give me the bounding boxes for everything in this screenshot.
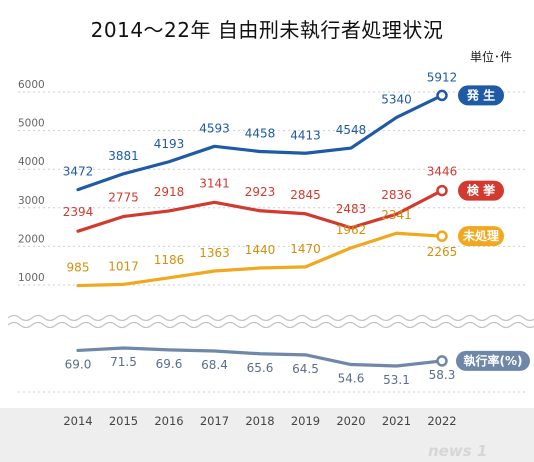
rate-data-label: 53.1: [383, 373, 410, 387]
axis-band: [0, 408, 534, 462]
y-tick-label: 3000: [18, 195, 45, 207]
series-line-3: [76, 231, 444, 288]
data-label: 1363: [199, 246, 230, 260]
unit-label: 単位･件: [470, 50, 513, 64]
x-tick-label: 2017: [200, 414, 229, 428]
data-label: 1470: [290, 242, 321, 256]
axis-break-line: [7, 321, 534, 329]
data-label: 5912: [427, 70, 458, 84]
series-line-2: [76, 188, 444, 233]
legend-badge: [458, 226, 504, 247]
series-end-point: [436, 230, 448, 242]
y-tick-label: 6000: [18, 79, 45, 91]
data-label: 4548: [336, 123, 367, 137]
x-tick-label: 2016: [154, 414, 183, 428]
legend-label: 検 挙: [467, 183, 496, 198]
x-tick-label: 2020: [336, 414, 365, 428]
x-tick-label: 2015: [109, 414, 138, 428]
rate-legend-badge: [456, 350, 530, 371]
rate-data-label: 65.6: [247, 361, 274, 375]
legend-label: 発 生: [466, 87, 495, 102]
x-tick-label: 2022: [427, 414, 456, 428]
data-label: 2923: [245, 185, 276, 199]
data-label: 2394: [63, 205, 94, 219]
axis-break-line: [7, 314, 534, 322]
rate-end-point: [436, 355, 448, 367]
data-label: 1962: [336, 223, 367, 237]
rate-data-label: 69.6: [156, 357, 183, 371]
data-label: 4593: [199, 121, 230, 135]
data-label: 2341: [381, 208, 412, 222]
rate-legend-label: 執行率(%): [464, 353, 523, 368]
legend-badge: [458, 85, 504, 106]
legend-badge: [458, 180, 504, 201]
data-label: 4193: [154, 137, 185, 151]
y-tick-label: 5000: [18, 118, 45, 130]
x-tick-label: 2018: [245, 414, 274, 428]
data-label: 1017: [108, 259, 139, 273]
rate-data-label: 71.5: [110, 355, 137, 369]
rate-data-label: 54.6: [338, 372, 365, 386]
data-label: 2483: [336, 202, 367, 216]
y-tick-label: 1000: [18, 272, 45, 284]
data-label: 2775: [108, 190, 139, 204]
rate-data-label: 68.4: [201, 358, 228, 372]
data-label: 3472: [63, 165, 94, 179]
series-end-point: [436, 184, 448, 197]
data-label: 985: [67, 261, 90, 275]
series-end-point: [436, 89, 448, 102]
data-label: 2845: [290, 188, 321, 202]
watermark-logo: news 1: [428, 442, 487, 460]
data-label: 4458: [245, 127, 276, 141]
y-tick-label: 2000: [18, 233, 45, 245]
data-label: 4413: [290, 128, 321, 142]
chart-title: 2014～22年 自由刑未執行者処理状況: [90, 18, 444, 42]
data-label: 2265: [427, 245, 458, 259]
data-label: 1440: [245, 243, 276, 257]
legend-label: 未処理: [462, 228, 499, 243]
data-label: 3141: [199, 176, 230, 190]
series-line-1: [76, 93, 444, 192]
data-label: 5340: [381, 92, 412, 106]
data-label: 2918: [154, 185, 185, 199]
rate-series-line: [76, 346, 444, 368]
data-label: 3881: [108, 149, 139, 163]
data-label: 3446: [427, 165, 458, 179]
x-tick-label: 2019: [291, 414, 320, 428]
x-tick-label: 2021: [382, 414, 411, 428]
y-tick-label: 4000: [18, 156, 45, 168]
x-tick-label: 2014: [63, 414, 92, 428]
rate-data-label: 58.3: [429, 368, 456, 382]
rate-data-label: 64.5: [292, 362, 319, 376]
data-label: 2836: [381, 188, 412, 202]
rate-data-label: 69.0: [65, 357, 92, 371]
data-label: 1186: [154, 253, 185, 267]
